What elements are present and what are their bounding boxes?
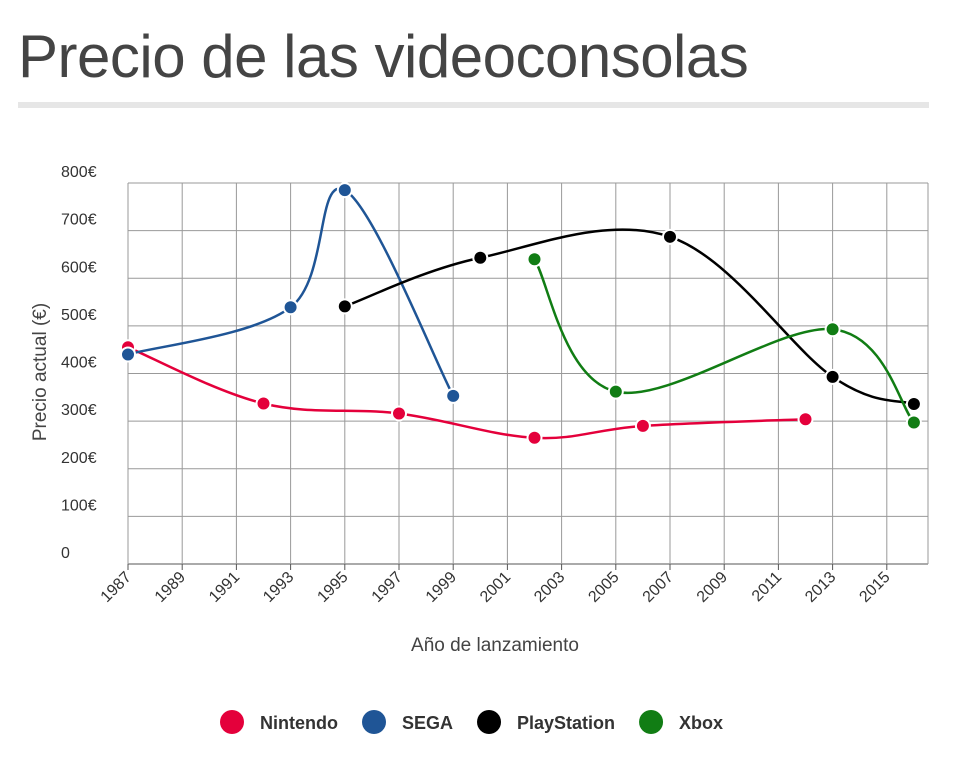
x-tick-label: 1989 <box>152 569 189 606</box>
data-point-playstation[interactable] <box>824 368 841 385</box>
series-nintendo <box>120 339 814 446</box>
grid-lines <box>127 182 929 570</box>
series-line-sega <box>127 187 455 397</box>
legend-label: PlayStation <box>517 713 615 733</box>
data-point-nintendo[interactable] <box>797 411 814 428</box>
x-tick-label: 2005 <box>585 569 622 606</box>
x-tick-label: 1987 <box>98 569 135 606</box>
data-point-playstation[interactable] <box>905 395 922 412</box>
data-point-xbox[interactable] <box>607 383 624 400</box>
legend-item-sega[interactable]: SEGA <box>362 710 453 734</box>
y-axis-label: Precio actual (€) <box>30 303 51 441</box>
x-tick-label: 2013 <box>802 569 839 606</box>
chart-title: Precio de las videoconsolas <box>18 23 749 90</box>
data-point-sega[interactable] <box>120 346 136 363</box>
legend-swatch <box>362 710 386 734</box>
data-point-xbox[interactable] <box>526 251 543 268</box>
data-point-nintendo[interactable] <box>391 405 407 422</box>
y-tick-label: 600€ <box>61 259 97 276</box>
data-point-xbox[interactable] <box>824 321 841 338</box>
x-tick-label: 1999 <box>423 569 460 606</box>
y-tick-label: 400€ <box>61 355 97 372</box>
series-playstation <box>336 228 922 412</box>
data-point-sega[interactable] <box>336 182 353 199</box>
data-point-nintendo[interactable] <box>526 429 543 446</box>
x-tick-label: 1995 <box>314 569 351 606</box>
x-axis-ticks: 1987 1989 1991 1993 1995 1997 1999 2001 2003 2005… <box>98 569 894 606</box>
y-tick-label: 0 <box>61 545 70 562</box>
legend-label: Xbox <box>679 713 723 733</box>
series-sega <box>120 182 462 404</box>
x-tick-label: 2003 <box>531 569 568 606</box>
x-axis-label: Año de lanzamiento <box>411 635 579 656</box>
y-tick-label: 100€ <box>61 497 97 514</box>
series-xbox <box>526 251 922 431</box>
legend-item-xbox[interactable]: Xbox <box>639 710 723 734</box>
x-tick-label: 1993 <box>260 569 297 606</box>
series-line-xbox <box>533 258 915 424</box>
data-point-sega[interactable] <box>282 299 299 316</box>
legend-swatch <box>477 710 502 734</box>
y-axis-ticks: 0 100€ 200€ 300€ 400€ 500€ 600€ 700€ 800€ <box>61 164 97 562</box>
series-lines <box>120 182 922 446</box>
x-tick-label: 2015 <box>856 569 893 606</box>
data-point-nintendo[interactable] <box>255 395 272 412</box>
y-tick-label: 200€ <box>61 450 97 467</box>
x-tick-label: 2001 <box>477 569 514 606</box>
title-divider <box>18 102 929 108</box>
legend-label: SEGA <box>402 713 453 733</box>
data-point-playstation[interactable] <box>336 298 353 315</box>
legend-swatch <box>220 710 244 734</box>
x-tick-label: 1997 <box>369 569 406 606</box>
legend-label: Nintendo <box>260 713 338 733</box>
data-point-playstation[interactable] <box>662 228 678 245</box>
legend-item-playstation[interactable]: PlayStation <box>477 710 615 734</box>
legend: Nintendo SEGA PlayStation Xbox <box>220 710 723 734</box>
data-point-playstation[interactable] <box>472 249 489 266</box>
y-tick-label: 700€ <box>61 212 97 229</box>
legend-item-nintendo[interactable]: Nintendo <box>220 710 338 734</box>
legend-swatch <box>639 710 664 734</box>
y-tick-label: 800€ <box>61 164 97 181</box>
data-point-nintendo[interactable] <box>634 417 651 434</box>
series-line-nintendo <box>127 346 806 440</box>
x-tick-label: 2011 <box>749 569 785 605</box>
data-point-xbox[interactable] <box>905 414 922 431</box>
y-tick-label: 300€ <box>61 402 97 419</box>
x-tick-label: 2007 <box>640 569 677 606</box>
data-point-sega[interactable] <box>445 387 462 404</box>
x-tick-label: 1991 <box>206 569 243 606</box>
x-tick-label: 2009 <box>694 569 731 606</box>
y-tick-label: 500€ <box>61 307 97 324</box>
